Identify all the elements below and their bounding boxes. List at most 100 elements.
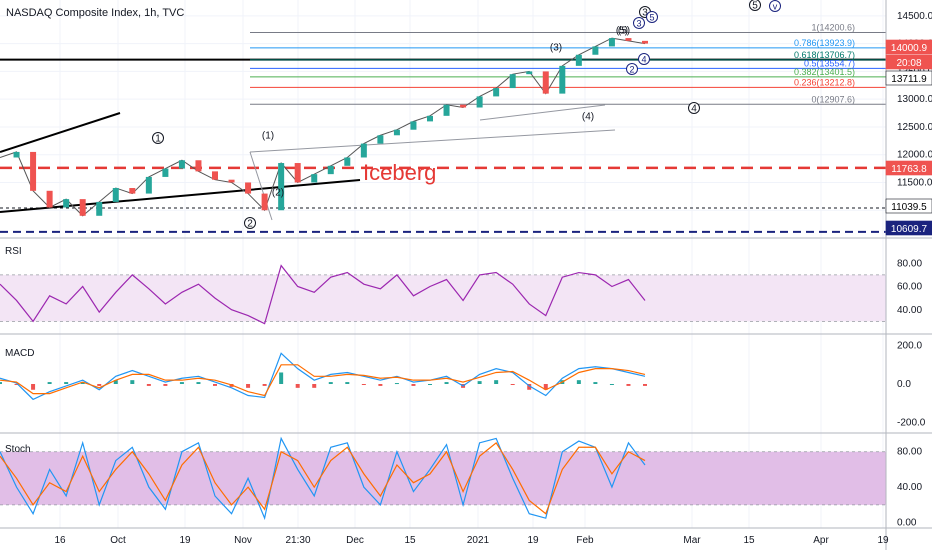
wave-label-3: (2): [272, 188, 284, 199]
macd-hist-bar-3: [47, 382, 52, 384]
macd-hist-bar-5: [80, 382, 85, 384]
trendline-4: [479, 104, 606, 121]
price-badge-2: 13711.9: [891, 74, 927, 85]
price-candle-34: [559, 65, 566, 94]
macd-hist-bar-21: [345, 382, 350, 384]
rsi-layer: [0, 264, 646, 325]
fib-label-4: 0.382(13401.5): [794, 67, 855, 77]
macd-hist-bar-37: [609, 384, 614, 385]
wave-label-12: (5): [616, 26, 628, 37]
macd-hist-bar-7: [113, 380, 118, 384]
wave-label-0: 1: [155, 134, 161, 145]
price-candle-29: [476, 96, 483, 108]
macd-hist-bar-9: [146, 384, 151, 386]
wave-circle-8: [749, 0, 761, 11]
macd-hist-bar-11: [179, 382, 184, 384]
macd-hist-bar-35: [576, 380, 581, 384]
wave-label-16: v: [773, 2, 778, 12]
price-candle-2: [30, 151, 37, 191]
wave-label-1: 2: [247, 219, 253, 230]
wave-circle-1: [244, 217, 256, 229]
time-tick-10: Mar: [683, 535, 701, 546]
macd-hist-bar-27: [444, 382, 449, 384]
price-candle-37: [608, 38, 615, 47]
price-candle-8: [129, 188, 136, 194]
price-candle-20: [327, 165, 334, 175]
chart-title: NASDAQ Composite Index, 1h, TVC: [6, 7, 184, 19]
wave-label-5: (4): [582, 112, 594, 123]
stoch-d-line: [0, 441, 646, 515]
time-tick-3: Nov: [234, 535, 252, 546]
wave-circle-14: [646, 11, 658, 23]
time-tick-11: 15: [743, 535, 755, 546]
price-candle-33: [542, 71, 549, 94]
trendline-1: [0, 179, 361, 213]
time-tick-8: 19: [527, 535, 539, 546]
price-candle-21: [344, 157, 351, 166]
macd-hist-bar-16: [262, 384, 267, 386]
price-axis[interactable]: 14500.014000.013500.013000.012500.012000…: [897, 11, 932, 529]
macd-hist-bar-24: [394, 383, 399, 385]
time-tick-4: 21:30: [285, 535, 310, 546]
fib-label-1: 0.786(13923.9): [794, 38, 855, 48]
price-candle-1: [13, 151, 20, 158]
macd-hist-bar-26: [428, 384, 432, 385]
price-candle-17: [278, 163, 285, 211]
macd-hist-bar-17: [279, 372, 284, 384]
rsi-tick-0: 80.00: [897, 258, 922, 269]
macd-hist-bar-39: [643, 384, 647, 386]
macd-hist-bar-15: [246, 384, 251, 388]
price-candle-32: [526, 71, 533, 75]
trendline-2: [249, 129, 616, 153]
time-tick-9: Feb: [576, 535, 594, 546]
price-line: [0, 37, 646, 217]
time-tick-13: 19: [877, 535, 889, 546]
time-tick-7: 2021: [467, 535, 490, 546]
price-tick-5: 12000.0: [897, 150, 932, 161]
macd-hist-bar-32: [527, 384, 532, 390]
wave-label-11: 2: [629, 65, 634, 75]
stoch-label: Stoch: [5, 444, 31, 455]
price-badge-1: 20:08: [896, 58, 921, 69]
trendline-0: [0, 112, 121, 153]
stoch-band: [0, 451, 886, 505]
stoch-tick-2: 0.00: [897, 518, 917, 529]
time-tick-6: 15: [404, 535, 416, 546]
time-tick-5: Dec: [346, 535, 364, 546]
macd-hist-bar-30: [494, 380, 499, 384]
iceberg-label: Iceberg: [363, 160, 436, 185]
macd-tick-2: -200.0: [897, 417, 926, 428]
wave-label-14: 5: [649, 13, 654, 23]
stoch-layer: [0, 436, 646, 521]
price-candle-13: [212, 171, 218, 180]
macd-hist-bar-0: [0, 382, 2, 384]
price-tick-6: 11500.0: [897, 177, 932, 188]
price-candle-6: [96, 201, 103, 216]
rsi-label: RSI: [5, 246, 22, 257]
price-candle-11: [178, 160, 185, 169]
macd-hist-bar-13: [213, 384, 217, 386]
macd-hist-bar-18: [295, 384, 300, 388]
macd-hist-bar-25: [411, 384, 416, 386]
price-badge-bg-2: [885, 70, 932, 86]
price-candle-25: [410, 121, 417, 130]
price-candle-23: [377, 135, 384, 144]
time-axis[interactable]: 16 Oct 19 Nov 21:30 Dec 15 2021 19 Feb Mar 15 Apr 19: [54, 535, 889, 546]
wave-circle-16: [769, 0, 781, 12]
time-tick-12: Apr: [813, 535, 829, 546]
price-badge-bg-3: [885, 160, 932, 176]
price-candle-35: [575, 54, 582, 66]
fib-label-2: 0.618(13706.7): [794, 50, 855, 60]
macd-hist-bar-1: [14, 384, 19, 385]
price-badge-bg-1: [885, 54, 932, 70]
macd-hist-bar-12: [196, 382, 201, 384]
macd-hist-bar-8: [130, 380, 135, 384]
macd-tick-0: 200.0: [897, 341, 922, 352]
price-badge-0: 14000.9: [891, 43, 928, 54]
price-candle-31: [509, 74, 516, 89]
macd-signal-line: [0, 364, 646, 397]
wave-circle-10: [638, 53, 650, 65]
